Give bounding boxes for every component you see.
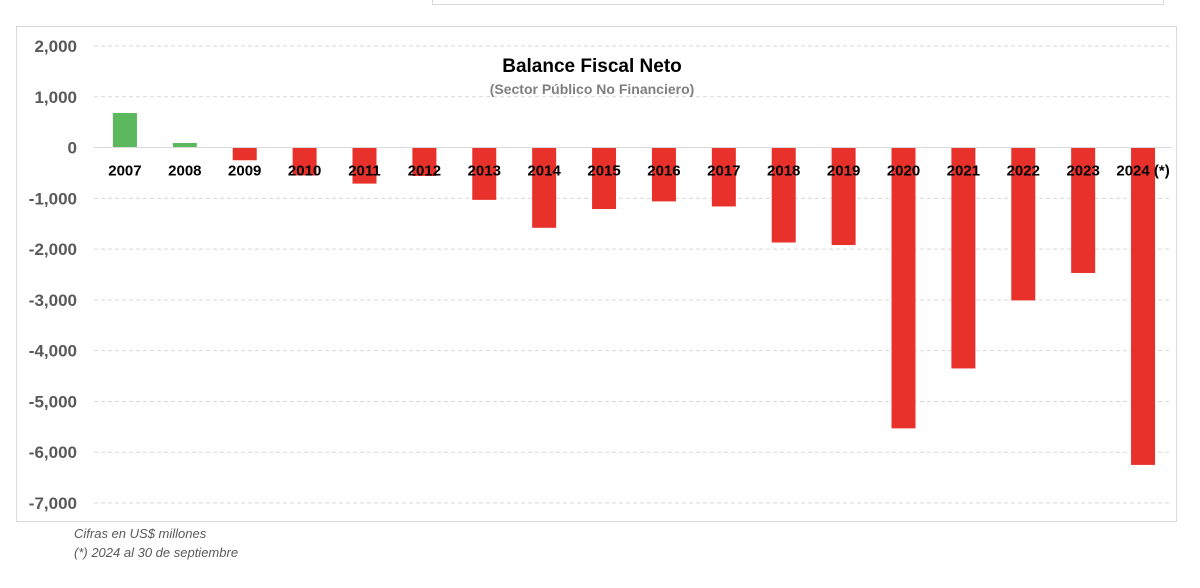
y-tick-label: 0 — [68, 139, 77, 158]
x-tick-label: 2024 (*) — [1116, 163, 1169, 180]
y-tick-label: -3,000 — [29, 291, 77, 310]
y-tick-label: -4,000 — [29, 342, 77, 361]
x-tick-label: 2023 — [1066, 163, 1099, 180]
y-tick-label: -1,000 — [29, 189, 77, 208]
bar-2011 — [352, 147, 377, 184]
x-tick-label: 2020 — [887, 163, 920, 180]
y-tick-label: -7,000 — [29, 494, 77, 513]
x-tick-label: 2012 — [408, 163, 441, 180]
x-tick-label: 2013 — [468, 163, 501, 180]
bar-2016 — [651, 147, 676, 202]
x-tick-label: 2017 — [707, 163, 740, 180]
x-tick-label: 2022 — [1007, 163, 1040, 180]
x-tick-label: 2007 — [108, 163, 141, 180]
chart-area — [16, 26, 1177, 522]
bar-2022 — [1011, 147, 1036, 301]
y-tick-label: 2,000 — [34, 37, 77, 56]
bar-2017 — [711, 147, 736, 207]
x-tick-label: 2008 — [168, 163, 201, 180]
y-tick-label: 1,000 — [34, 88, 77, 107]
y-tick-label: -6,000 — [29, 443, 77, 462]
units-note: Cifras en US$ millones — [74, 526, 207, 541]
x-tick-label: 2014 — [527, 163, 561, 180]
footnote: (*) 2024 al 30 de septiembre — [74, 545, 239, 560]
x-tick-label: 2018 — [767, 163, 800, 180]
bar-2014 — [532, 147, 557, 228]
x-tick-label: 2021 — [947, 163, 980, 180]
x-tick-label: 2011 — [348, 163, 381, 180]
x-tick-label: 2015 — [587, 163, 620, 180]
chart-title: Balance Fiscal Neto — [502, 56, 682, 77]
y-tick-label: -2,000 — [29, 240, 77, 259]
x-tick-label: 2019 — [827, 163, 860, 180]
x-tick-label: 2009 — [228, 163, 261, 180]
bar-2010 — [292, 147, 317, 176]
x-tick-label: 2010 — [288, 163, 321, 180]
chart-subtitle: (Sector Público No Financiero) — [490, 81, 695, 97]
bar-2024 — [1131, 147, 1156, 465]
x-tick-label: 2016 — [647, 163, 680, 180]
bar-2009 — [232, 147, 257, 161]
bar-2020 — [891, 147, 916, 429]
bar-2012 — [412, 147, 437, 176]
bar-2007 — [112, 113, 137, 148]
bar-2019 — [831, 147, 856, 246]
bar-2013 — [472, 147, 497, 200]
top-panel-edge — [432, 0, 1164, 5]
bar-2018 — [771, 147, 796, 243]
bar-2008 — [172, 142, 197, 148]
bar-2023 — [1071, 147, 1096, 273]
bar-2015 — [592, 147, 617, 209]
y-tick-label: -5,000 — [29, 392, 77, 411]
bar-2021 — [951, 147, 976, 369]
